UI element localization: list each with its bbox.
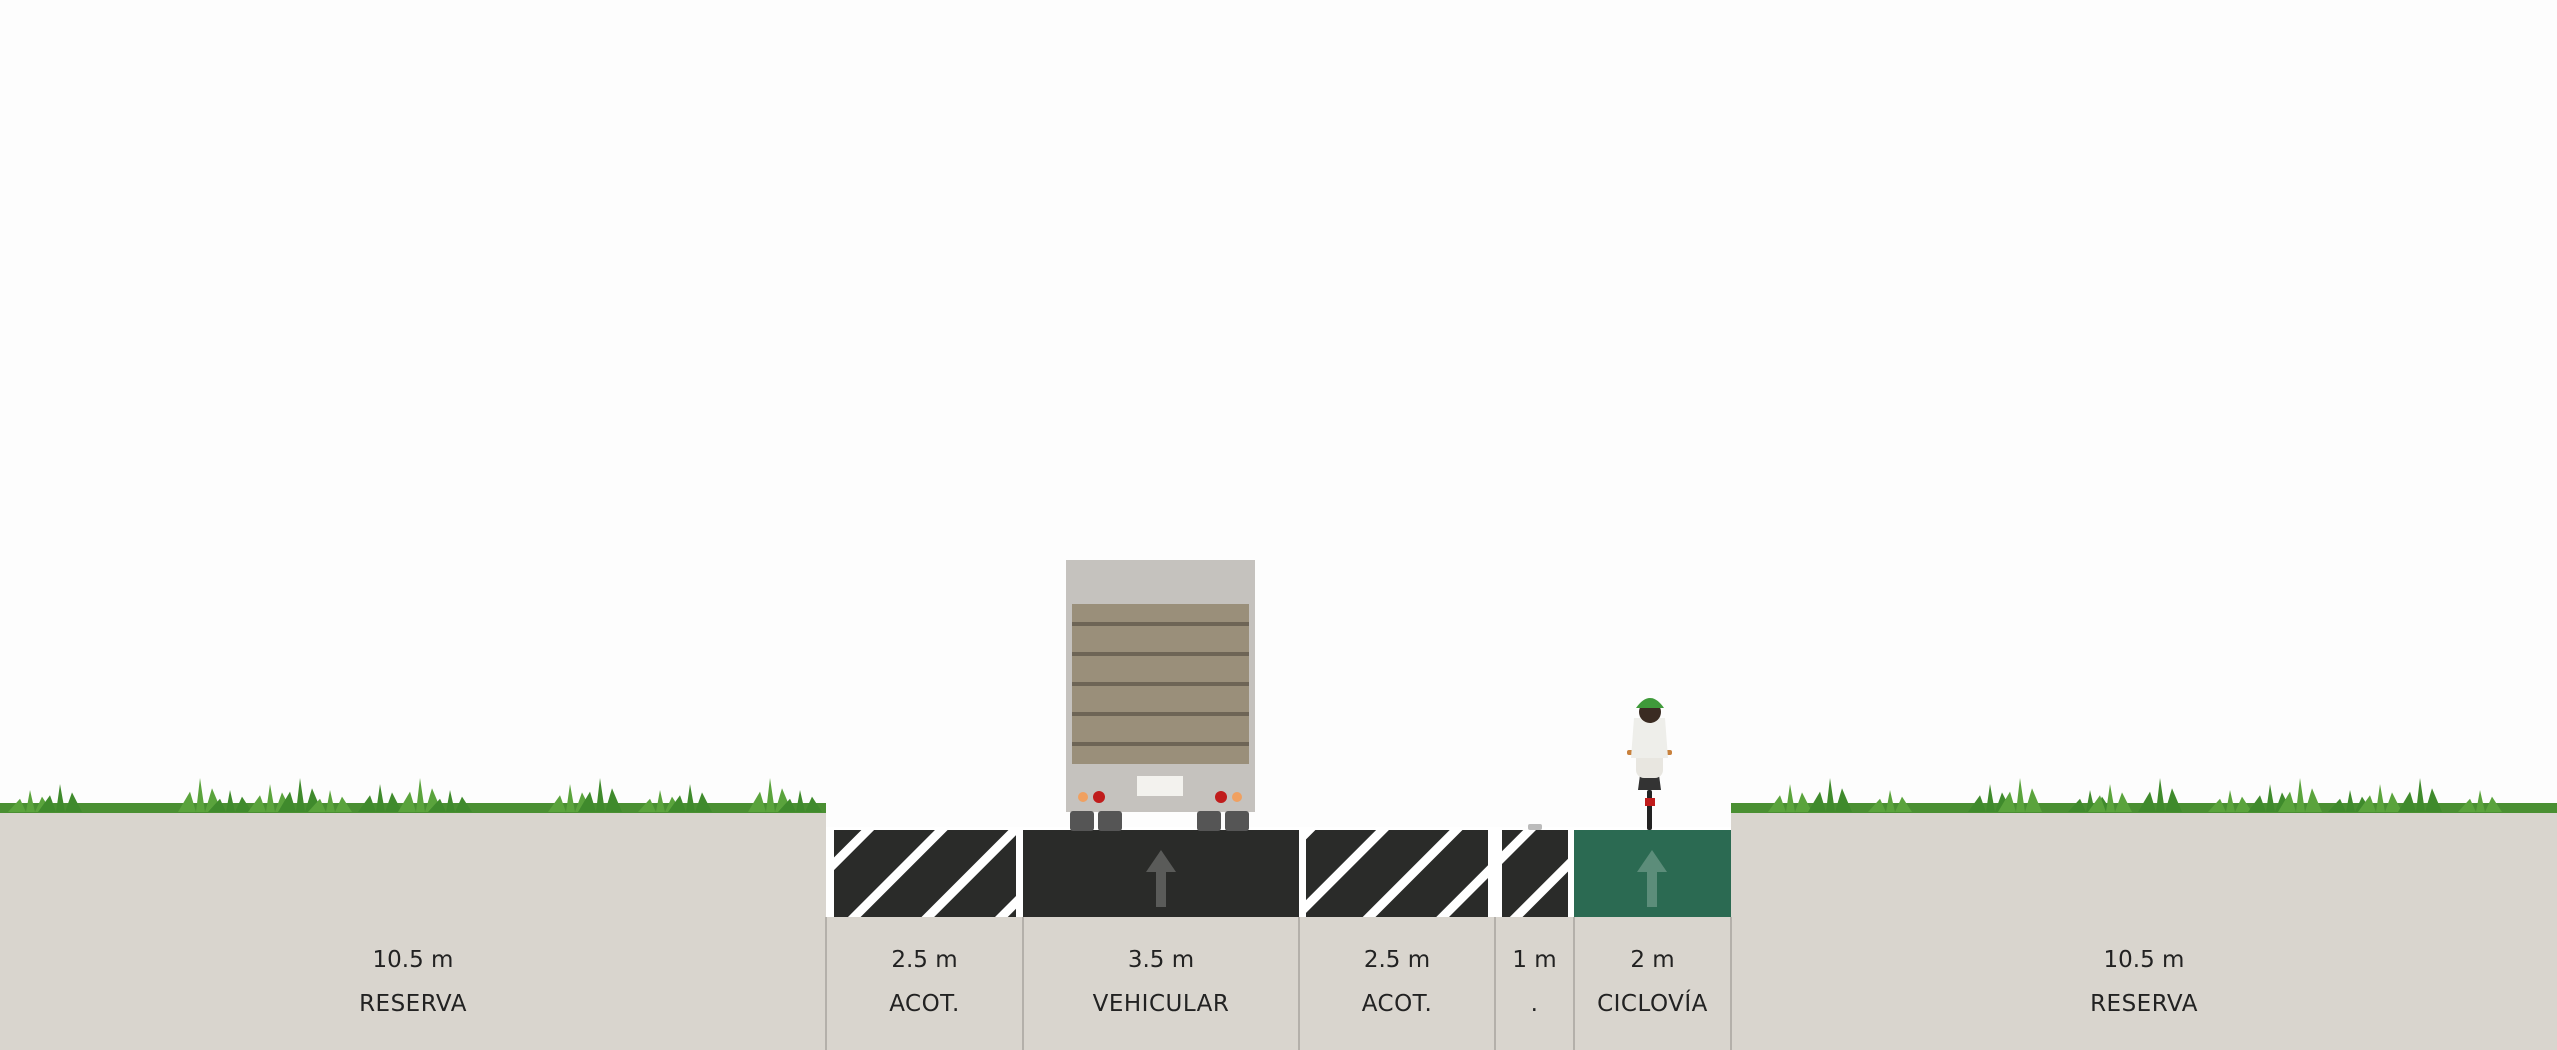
bike-lane-arrow-icon (1637, 850, 1667, 907)
segment-name: . (1530, 991, 1539, 1017)
grass-tuft (308, 790, 352, 812)
vehicle-lane-arrow-icon (1146, 850, 1176, 907)
grass-tuft (2328, 790, 2372, 812)
segment-width: 1 m (1512, 947, 1557, 973)
segment-label-reserve-right: 10.5 m RESERVA (1731, 917, 2557, 1050)
segment-width: 10.5 m (372, 947, 454, 973)
grass-tuft (668, 784, 712, 812)
grass-tuft (2208, 790, 2252, 812)
acot-left-hatch (834, 830, 1016, 917)
grass-tuft (1868, 790, 1912, 812)
grass-tuft (8, 790, 52, 812)
cyclist-icon (1627, 698, 1672, 830)
grass-tuft (1968, 784, 2012, 812)
reserve-right-ground (1731, 812, 2557, 1050)
narrow-hatch (1502, 830, 1568, 917)
grass-tuft (2278, 778, 2322, 812)
grass-tuft (2398, 778, 2442, 812)
segment-label-acot-left: 2.5 m ACOT. (826, 917, 1023, 1050)
road-label-band (826, 917, 1731, 1050)
grass-tuft (548, 784, 592, 812)
segment-width: 2.5 m (891, 947, 958, 973)
segment-name: ACOT. (1361, 991, 1433, 1017)
grass-tuft (778, 790, 822, 812)
segment-label-narrow: 1 m . (1495, 917, 1574, 1050)
segment-label-row: 10.5 m RESERVA 2.5 m ACOT. 3.5 m VEHICUL… (0, 917, 2557, 1050)
reserve-left-ground (0, 812, 826, 1050)
segment-label-acot-right: 2.5 m ACOT. (1299, 917, 1495, 1050)
grass-tuft (278, 778, 322, 812)
segment-width: 10.5 m (2103, 947, 2185, 973)
grass-tuft (428, 790, 472, 812)
grass-tuft (178, 778, 222, 812)
segment-width: 2.5 m (1363, 947, 1431, 973)
grass-tuft (358, 784, 402, 812)
segment-name: RESERVA (359, 991, 467, 1017)
grass-tuft (2248, 784, 2292, 812)
segment-name: VEHICULAR (1092, 991, 1230, 1017)
grass-tuft (38, 784, 82, 812)
segment-label-reserve-left: 10.5 m RESERVA (0, 917, 826, 1050)
segment-name: ACOT. (889, 991, 960, 1017)
segment-label-ciclovia: 2 m CICLOVÍA (1574, 917, 1731, 1050)
grass-tuft (248, 784, 292, 812)
segment-name: CICLOVÍA (1597, 991, 1708, 1017)
grass-tuft (1768, 784, 1812, 812)
grass-tuft (2358, 784, 2402, 812)
segment-dividers (825, 917, 1732, 1050)
truck-icon (1066, 560, 1255, 831)
grass-tufts (8, 778, 2502, 812)
grass-tuft (208, 790, 252, 812)
segment-label-vehicular: 3.5 m VEHICULAR (1023, 917, 1299, 1050)
grass-tuft (2068, 790, 2112, 812)
grass-tuft (578, 778, 622, 812)
grass-tuft (2088, 784, 2132, 812)
grass-tuft (638, 790, 682, 812)
segment-width: 3.5 m (1127, 947, 1195, 973)
grass-tuft (1808, 778, 1852, 812)
acot-right-hatch (1306, 830, 1488, 917)
curb-marker (1528, 824, 1542, 830)
grass-tuft (2458, 790, 2502, 812)
segment-width: 2 m (1630, 947, 1675, 973)
grass-tuft (748, 778, 792, 812)
segment-name: RESERVA (2090, 991, 2198, 1017)
grass-tuft (2138, 778, 2182, 812)
grass-tuft (398, 778, 442, 812)
grass-tuft (1998, 778, 2042, 812)
